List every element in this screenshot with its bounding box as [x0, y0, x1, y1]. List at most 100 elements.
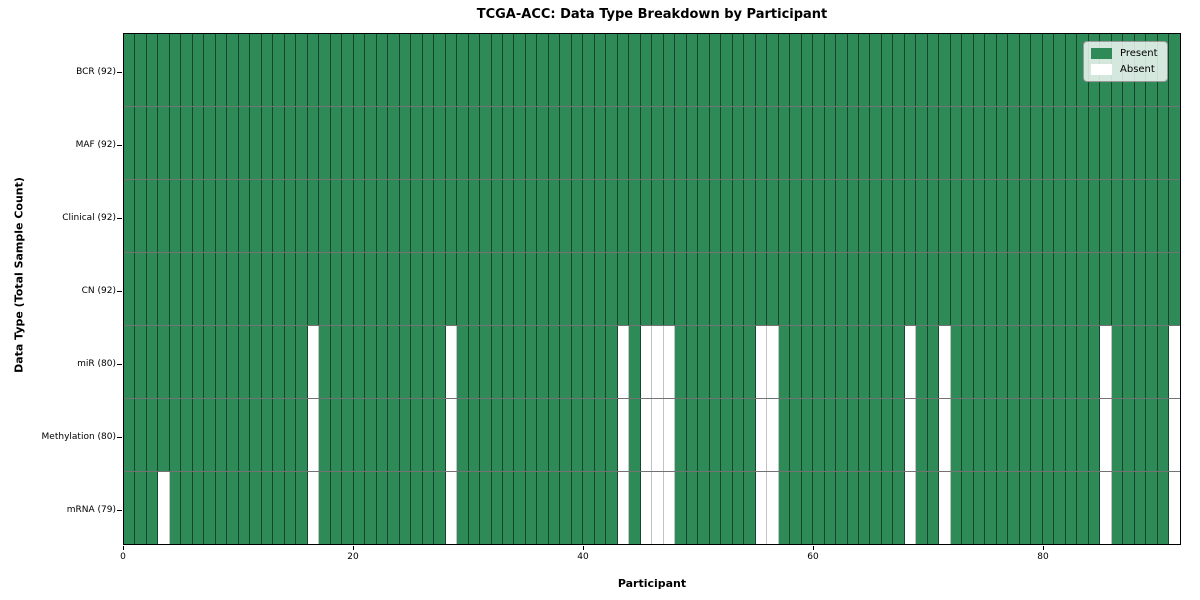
- cell-clinical-p83: [1077, 180, 1089, 252]
- cell-maf-p43: [617, 107, 630, 179]
- cell-clinical-p20: [353, 180, 366, 252]
- cell-methylation-p19: [342, 399, 354, 471]
- cell-mrna-p50: [698, 472, 710, 544]
- cell-methylation-p87: [1123, 399, 1135, 471]
- cell-cn-p70: [927, 253, 940, 325]
- cell-methylation-p13: [273, 399, 285, 471]
- cell-maf-p57: [778, 107, 791, 179]
- cell-clinical-p63: [847, 180, 859, 252]
- cell-methylation-p5: [181, 399, 193, 471]
- cell-cn-p19: [342, 253, 354, 325]
- cell-maf-p35: [525, 107, 538, 179]
- cell-methylation-p48: [675, 399, 687, 471]
- cell-mir-p72: [950, 326, 963, 398]
- cell-bcr-p30: [468, 34, 481, 106]
- cell-clinical-p6: [192, 180, 205, 252]
- cell-bcr-p4: [169, 34, 182, 106]
- cell-clinical-p21: [365, 180, 377, 252]
- cell-bcr-p28: [445, 34, 458, 106]
- cell-mrna-p18: [330, 472, 343, 544]
- cell-methylation-p2: [146, 399, 159, 471]
- cell-cn-p87: [1123, 253, 1135, 325]
- cell-bcr-p64: [859, 34, 871, 106]
- cell-bcr-p71: [939, 34, 951, 106]
- cell-bcr-p29: [457, 34, 469, 106]
- cell-cn-p12: [261, 253, 274, 325]
- cell-bcr-p79: [1031, 34, 1043, 106]
- cell-mrna-p47: [663, 472, 676, 544]
- cell-maf-p48: [675, 107, 687, 179]
- cell-clinical-p8: [215, 180, 228, 252]
- cell-bcr-p66: [881, 34, 894, 106]
- cell-cn-p26: [422, 253, 435, 325]
- cell-methylation-p4: [169, 399, 182, 471]
- cell-mir-p11: [250, 326, 262, 398]
- cell-maf-p89: [1146, 107, 1158, 179]
- cell-clinical-p74: [973, 180, 986, 252]
- cell-maf-p60: [813, 107, 825, 179]
- cell-mir-p8: [215, 326, 228, 398]
- cell-clinical-p3: [158, 180, 170, 252]
- cell-mrna-p76: [996, 472, 1009, 544]
- cell-mrna-p52: [721, 472, 733, 544]
- cell-cn-p72: [950, 253, 963, 325]
- cell-mrna-p82: [1065, 472, 1078, 544]
- cell-methylation-p69: [916, 399, 928, 471]
- cell-mrna-p21: [365, 472, 377, 544]
- cell-bcr-p78: [1019, 34, 1032, 106]
- cell-bcr-p51: [709, 34, 722, 106]
- cell-mir-p6: [192, 326, 205, 398]
- cell-mrna-p61: [824, 472, 837, 544]
- cell-clinical-p24: [399, 180, 412, 252]
- cell-maf-p1: [135, 107, 147, 179]
- cell-cn-p66: [881, 253, 894, 325]
- cell-methylation-p71: [939, 399, 951, 471]
- cell-clinical-p31: [480, 180, 492, 252]
- cell-methylation-p40: [583, 399, 595, 471]
- heatmap-row-clinical: [124, 180, 1180, 253]
- cell-methylation-p84: [1088, 399, 1101, 471]
- cell-bcr-p7: [204, 34, 216, 106]
- cell-cn-p54: [744, 253, 756, 325]
- cell-methylation-p21: [365, 399, 377, 471]
- cell-mrna-p73: [962, 472, 974, 544]
- cell-mir-p43: [617, 326, 630, 398]
- cell-mir-p23: [388, 326, 400, 398]
- cell-maf-p5: [181, 107, 193, 179]
- cell-bcr-p25: [411, 34, 423, 106]
- cell-cn-p90: [1157, 253, 1170, 325]
- cell-bcr-p74: [973, 34, 986, 106]
- cell-mir-p91: [1169, 326, 1180, 398]
- xtick-mark-40: [583, 546, 584, 550]
- cell-cn-p91: [1169, 253, 1180, 325]
- cell-methylation-p47: [663, 399, 676, 471]
- cell-cn-p57: [778, 253, 791, 325]
- cell-bcr-p69: [916, 34, 928, 106]
- cell-methylation-p38: [560, 399, 572, 471]
- cell-cn-p47: [663, 253, 676, 325]
- cell-mir-p55: [755, 326, 768, 398]
- cell-bcr-p31: [480, 34, 492, 106]
- cell-mir-p14: [284, 326, 297, 398]
- cell-maf-p24: [399, 107, 412, 179]
- ytick-mark-mir: [117, 364, 122, 366]
- cell-maf-p36: [537, 107, 549, 179]
- cell-methylation-p77: [1008, 399, 1020, 471]
- cell-mir-p16: [307, 326, 320, 398]
- cell-clinical-p9: [227, 180, 239, 252]
- cell-maf-p88: [1134, 107, 1147, 179]
- xtick-label-20: 20: [347, 552, 359, 562]
- cell-maf-p12: [261, 107, 274, 179]
- cell-clinical-p5: [181, 180, 193, 252]
- cell-maf-p64: [859, 107, 871, 179]
- cell-clinical-p17: [319, 180, 331, 252]
- cell-mrna-p56: [767, 472, 779, 544]
- cell-mrna-p55: [755, 472, 768, 544]
- ytick-label-clinical: Clinical (92): [62, 212, 116, 223]
- cell-bcr-p34: [514, 34, 526, 106]
- cell-maf-p28: [445, 107, 458, 179]
- cell-bcr-p26: [422, 34, 435, 106]
- cell-bcr-p32: [491, 34, 503, 106]
- cell-mir-p24: [399, 326, 412, 398]
- cell-mir-p89: [1146, 326, 1158, 398]
